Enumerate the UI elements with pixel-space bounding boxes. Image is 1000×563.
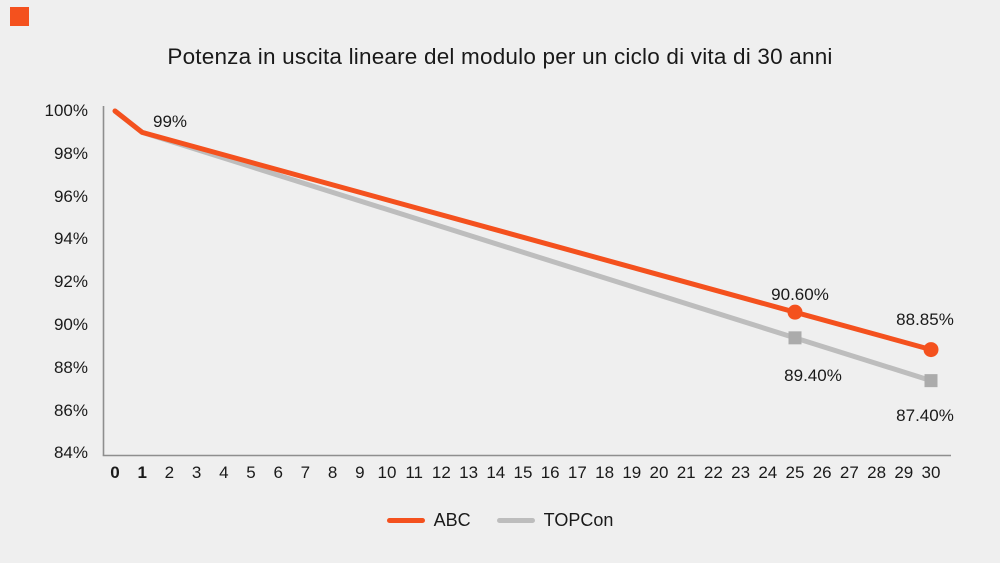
x-tick-label: 8 [327, 463, 338, 482]
x-tick-label: 1 [137, 463, 147, 482]
x-tick-label: 14 [486, 463, 506, 482]
x-tick-label: 7 [300, 463, 311, 482]
brand-logo [10, 7, 29, 26]
value-label: 89.40% [784, 366, 842, 385]
x-tick-label: 4 [219, 463, 229, 482]
topcon-marker-year-25 [788, 331, 802, 345]
y-tick-label: 98% [53, 143, 88, 163]
y-tick-label: 86% [53, 400, 88, 420]
x-tick-label: 10 [377, 463, 397, 482]
x-tick-label: 3 [191, 463, 202, 482]
x-tick-label: 23 [731, 463, 751, 482]
value-label: 90.60% [771, 285, 829, 304]
topcon-series-line [112, 108, 934, 384]
x-tick-label: 29 [894, 463, 914, 482]
x-tick-label: 6 [273, 463, 283, 482]
x-tick-label: 9 [355, 463, 365, 482]
x-tick-label: 17 [567, 463, 587, 482]
x-tick-label: 19 [622, 463, 642, 482]
topcon-marker-year-30 [924, 374, 938, 388]
chart-title: Potenza in uscita lineare del modulo per… [167, 44, 833, 69]
value-label: 88.85% [896, 310, 954, 329]
legend-label-topcon: TOPCon [543, 509, 614, 530]
x-tick-label: 0 [110, 463, 120, 482]
legend-item-abc[interactable]: ABC [386, 509, 471, 531]
x-tick-label: 20 [649, 463, 669, 482]
value-label: 87.40% [896, 406, 954, 425]
y-tick-label: 88% [53, 357, 88, 377]
x-tick-label: 13 [459, 463, 479, 482]
x-tick-label: 5 [246, 463, 256, 482]
abc-marker-year-25 [787, 304, 803, 320]
x-tick-label: 22 [703, 463, 723, 482]
x-tick-label: 25 [785, 463, 805, 482]
x-tick-label: 12 [431, 463, 451, 482]
x-tick-label: 18 [595, 463, 615, 482]
x-tick-label: 2 [164, 463, 175, 482]
abc-line-swatch-icon [386, 517, 425, 523]
x-tick-label: 21 [676, 463, 696, 482]
abc-marker-year-30 [923, 342, 939, 358]
x-tick-label: 11 [405, 463, 424, 482]
chart-legend: ABC TOPCon [0, 507, 1000, 533]
x-tick-label: 16 [540, 463, 560, 482]
legend-item-topcon[interactable]: TOPCon [496, 509, 614, 531]
y-tick-label: 94% [53, 229, 88, 249]
y-tick-label: 100% [44, 101, 88, 120]
x-tick-label: 15 [513, 463, 533, 482]
y-tick-label: 92% [53, 272, 88, 292]
y-tick-label: 96% [53, 186, 88, 206]
value-label: 99% [153, 112, 188, 131]
x-tick-label: 24 [758, 463, 778, 482]
x-tick-label: 27 [839, 463, 859, 482]
x-tick-label: 28 [867, 463, 887, 482]
legend-label-abc: ABC [433, 509, 471, 530]
y-tick-label: 90% [53, 315, 88, 334]
x-tick-label: 30 [921, 463, 941, 482]
y-tick-label: 84% [53, 443, 88, 463]
abc-series-line [112, 108, 934, 353]
x-tick-label: 26 [812, 463, 832, 482]
topcon-line-swatch-icon [496, 517, 535, 523]
